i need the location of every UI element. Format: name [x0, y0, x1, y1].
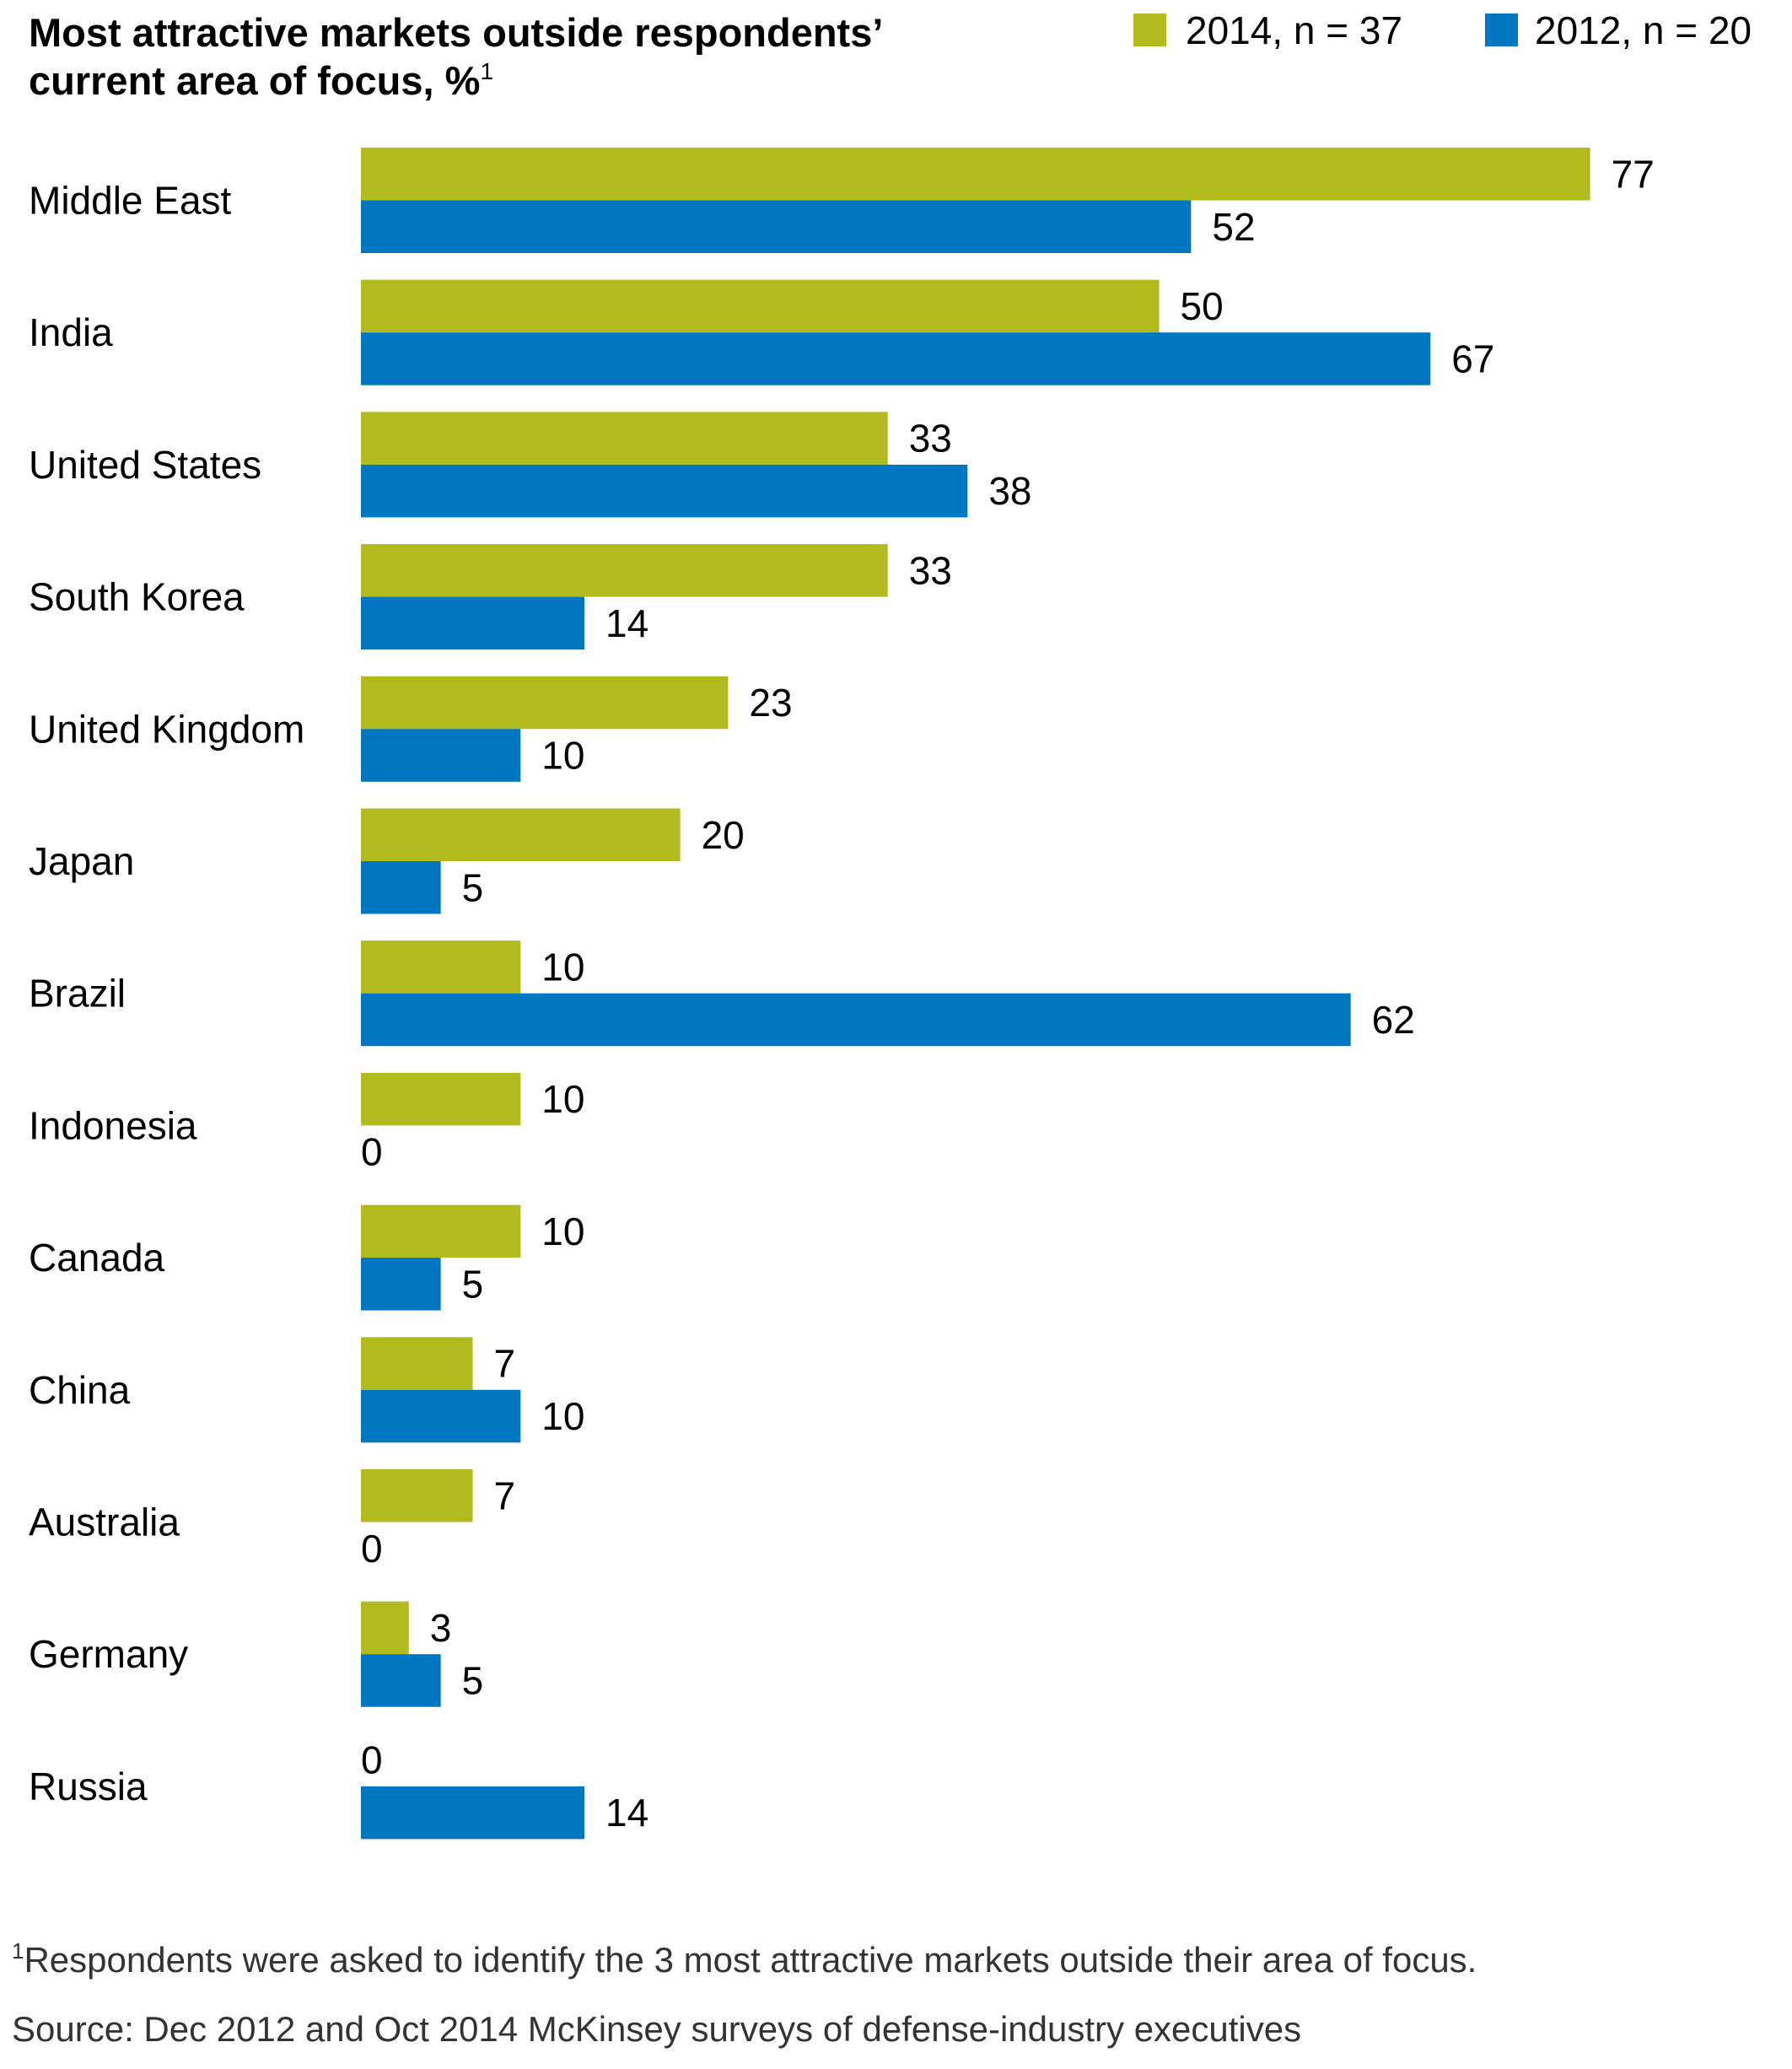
- category-label: United Kingdom: [29, 707, 304, 751]
- value-label: 3: [430, 1606, 452, 1650]
- category-label: Brazil: [29, 972, 126, 1016]
- bar-2012: [361, 1786, 585, 1840]
- bar-2014: [361, 1072, 521, 1126]
- value-label: 10: [541, 1077, 584, 1121]
- bar-2014: [361, 1337, 473, 1390]
- value-label: 5: [462, 865, 484, 909]
- category-label: South Korea: [29, 575, 245, 619]
- legend-swatch-2014: [1133, 13, 1166, 46]
- footnote-text: Respondents were asked to identify the 3…: [24, 1940, 1477, 1980]
- bar-2014: [361, 940, 521, 994]
- bar-2014: [361, 1204, 521, 1258]
- bar-2012: [361, 1389, 521, 1443]
- bar-2012: [361, 596, 585, 650]
- bar-2012: [361, 464, 968, 518]
- value-label: 5: [462, 1658, 484, 1702]
- value-label: 62: [1372, 998, 1415, 1042]
- legend-label-2014: 2014, n = 37: [1186, 8, 1402, 52]
- legend-label-2012: 2012, n = 20: [1535, 8, 1752, 52]
- value-label: 14: [605, 601, 648, 645]
- value-label: 67: [1451, 337, 1494, 380]
- value-label: 0: [361, 1130, 383, 1174]
- category-label: Indonesia: [29, 1103, 197, 1147]
- value-label: 20: [702, 813, 745, 857]
- category-label: United States: [29, 443, 261, 487]
- bar-2014: [361, 279, 1160, 333]
- value-label: 7: [494, 1342, 516, 1386]
- title-superscript: 1: [480, 58, 493, 84]
- category-label: Russia: [29, 1765, 148, 1808]
- category-label: Canada: [29, 1236, 165, 1280]
- bar-2012: [361, 729, 521, 782]
- value-label: 0: [361, 1527, 383, 1571]
- value-label: 10: [541, 1210, 584, 1253]
- bar-2014: [361, 544, 888, 597]
- bar-2012: [361, 1654, 441, 1707]
- value-label: 5: [462, 1262, 484, 1306]
- value-label: 10: [541, 734, 584, 778]
- value-label: 38: [988, 469, 1031, 513]
- value-label: 14: [605, 1791, 648, 1835]
- category-label: Japan: [29, 839, 134, 883]
- chart-title-line2-text: current area of focus, %: [29, 58, 480, 103]
- category-label: Germany: [29, 1632, 188, 1676]
- bar-2012: [361, 993, 1351, 1047]
- category-label: China: [29, 1368, 131, 1412]
- bar-2014: [361, 1469, 473, 1522]
- value-label: 7: [494, 1474, 516, 1517]
- footnote-marker: 1: [12, 1938, 24, 1964]
- chart-title-line2: current area of focus, %1: [29, 58, 493, 103]
- value-label: 52: [1212, 205, 1255, 249]
- bar-2012: [361, 200, 1192, 253]
- source-note: Source: Dec 2012 and Oct 2014 McKinsey s…: [12, 2009, 1301, 2049]
- bar-2012: [361, 332, 1431, 385]
- value-label: 10: [541, 1394, 584, 1438]
- value-label: 33: [909, 417, 952, 461]
- value-label: 10: [541, 945, 584, 989]
- legend-swatch-2012: [1485, 13, 1518, 46]
- category-label: Australia: [29, 1501, 180, 1544]
- value-label: 0: [361, 1738, 383, 1782]
- value-label: 33: [909, 548, 952, 592]
- bar-2014: [361, 808, 681, 861]
- bar-2012: [361, 861, 441, 914]
- category-label: India: [29, 310, 113, 354]
- bar-2014: [361, 676, 729, 730]
- value-label: 50: [1181, 284, 1224, 328]
- legend: 2014, n = 37 2012, n = 20: [1133, 8, 1752, 52]
- value-label: 23: [749, 681, 792, 725]
- bar-2014: [361, 1601, 409, 1655]
- category-label: Middle East: [29, 179, 232, 223]
- bar-2012: [361, 1258, 441, 1311]
- chart-title-line1: Most attractive markets outside responde…: [29, 10, 883, 55]
- bar-2014: [361, 412, 888, 465]
- footnote: 1Respondents were asked to identify the …: [12, 1938, 1477, 1980]
- value-label: 77: [1612, 152, 1655, 196]
- bar-2014: [361, 148, 1590, 201]
